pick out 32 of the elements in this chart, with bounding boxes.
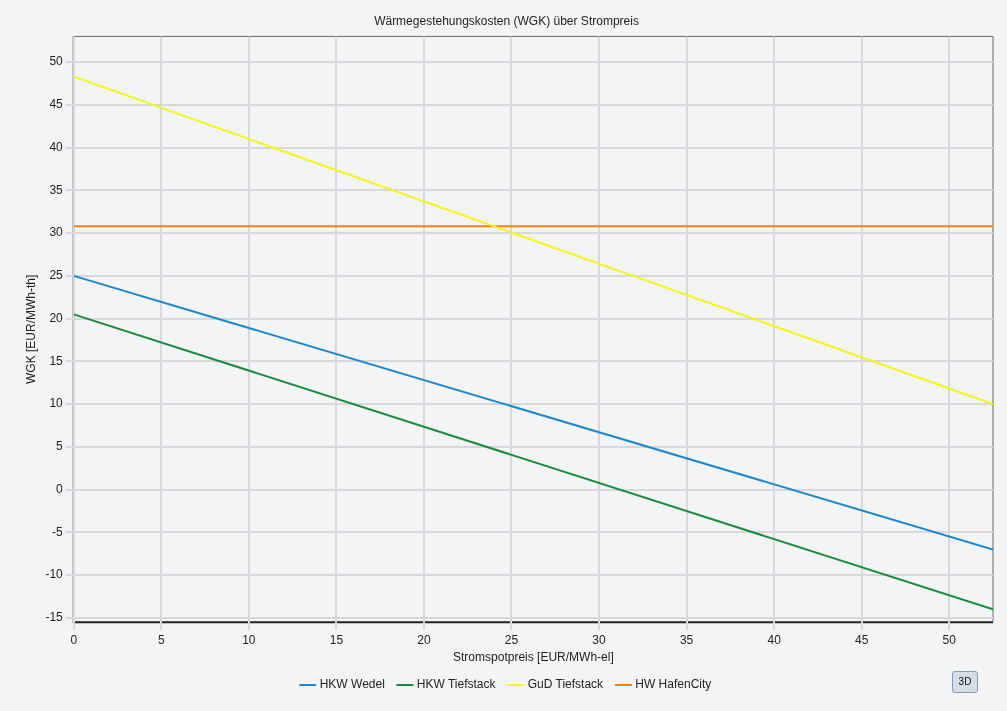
y-tick-label: 50 [49,54,64,69]
x-tick-label: 30 [592,632,607,647]
legend-label: HKW Wedel [319,677,385,692]
x-tick-label: 40 [767,632,782,647]
y-tick-label: 10 [49,396,64,411]
y-tick-label: 30 [49,225,64,240]
y-tick-label: -5 [52,524,64,539]
x-axis-title: Stromspotpreis [EUR/MWh-el] [453,650,614,665]
y-tick-label: 45 [49,97,64,112]
y-tick-label: 15 [49,353,64,368]
chart-title: Wärmegestehungskosten (WGK) über Strompreis [374,13,639,28]
x-tick-label: 50 [942,632,957,647]
y-tick-label: 20 [49,310,64,325]
x-tick-label: 45 [855,632,869,647]
y-tick-label: 35 [49,182,64,197]
y-tick-label: -10 [45,567,64,582]
x-tick-label: 25 [504,632,519,647]
y-tick-label: 40 [49,139,64,154]
x-tick-label: 15 [329,632,344,647]
x-tick-label: 20 [417,632,431,647]
y-tick-label: 0 [56,481,64,496]
y-tick-label: 25 [49,268,64,283]
x-tick-label: 0 [70,632,78,647]
y-tick-label: -15 [45,610,64,625]
y-tick-label: 5 [56,439,64,454]
legend-label: GuD Tiefstack [527,677,605,692]
x-tick-label: 5 [157,632,165,647]
legend-label: HW HafenCity [635,677,712,692]
x-tick-label: 10 [242,632,256,647]
x-tick-label: 35 [679,632,694,647]
legend-label: HKW Tiefstack [416,677,497,692]
y-axis-title: WGK [EUR/MWh-th] [23,274,38,384]
